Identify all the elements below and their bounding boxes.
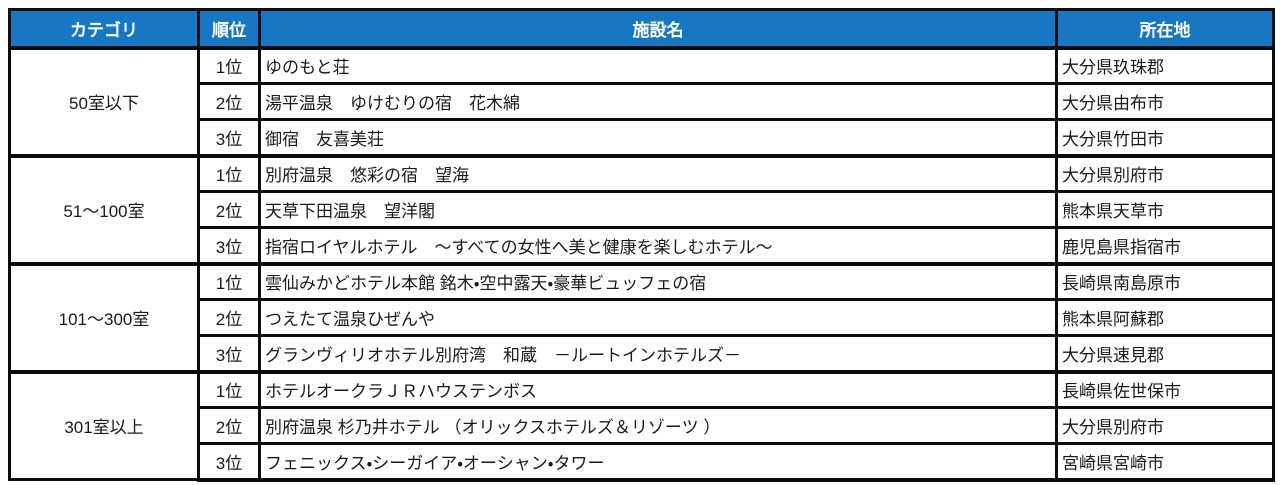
- header-category: カテゴリ: [8, 8, 200, 49]
- location-cell: 鹿児島県指宿市: [1055, 226, 1275, 265]
- facility-cell: 別府温泉 悠彩の宿 望海: [258, 153, 1058, 193]
- rank-cell: 1位: [197, 45, 261, 85]
- facility-cell: 天草下田温泉 望洋閣: [258, 190, 1058, 229]
- category-cell: 50室以下: [8, 45, 200, 157]
- location-cell: 大分県竹田市: [1055, 118, 1275, 157]
- facility-cell: グランヴィリオホテル別府湾 和蔵 －ルートインホテルズ－: [258, 334, 1058, 373]
- facility-cell: つえたて温泉ひぜんや: [258, 298, 1058, 337]
- header-rank: 順位: [197, 8, 261, 49]
- rank-cell: 2位: [197, 406, 261, 445]
- rank-cell: 1位: [197, 153, 261, 193]
- facility-cell: 御宿 友喜美荘: [258, 118, 1058, 157]
- location-cell: 熊本県阿蘇郡: [1055, 298, 1275, 337]
- location-cell: 大分県別府市: [1055, 153, 1275, 193]
- rank-cell: 2位: [197, 298, 261, 337]
- table-row: 2位 つえたて温泉ひぜんや 熊本県阿蘇郡: [10, 298, 1275, 337]
- location-cell: 宮崎県宮崎市: [1055, 442, 1275, 482]
- header-row: カテゴリ 順位 施設名 所在地: [8, 8, 1275, 49]
- category-cell: 101〜300室: [8, 261, 200, 373]
- facility-cell: 別府温泉 杉乃井ホテル （オリックスホテルズ＆リゾーツ ）: [258, 406, 1058, 445]
- hotel-ranking-table: カテゴリ 順位 施設名 所在地 50室以下 1位 ゆのもと荘 大分県玖珠郡 2位…: [8, 8, 1275, 482]
- header-facility: 施設名: [258, 8, 1058, 49]
- facility-cell: ホテルオークラＪＲハウステンボス: [258, 369, 1058, 409]
- location-cell: 長崎県南島原市: [1055, 261, 1275, 301]
- rank-cell: 3位: [197, 226, 261, 265]
- table-row: 3位 グランヴィリオホテル別府湾 和蔵 －ルートインホテルズ－ 大分県速見郡: [10, 334, 1275, 373]
- table-row: 50室以下 1位 ゆのもと荘 大分県玖珠郡: [8, 45, 1275, 157]
- location-cell: 熊本県天草市: [1055, 190, 1275, 229]
- rank-cell: 1位: [197, 369, 261, 409]
- category-cell: 301室以上: [8, 369, 200, 481]
- table-row: 2位 別府温泉 杉乃井ホテル （オリックスホテルズ＆リゾーツ ） 大分県別府市: [10, 406, 1275, 445]
- rank-cell: 3位: [197, 118, 261, 157]
- rank-cell: 3位: [197, 442, 261, 482]
- table-row: 3位 フェニックス・シーガイア・オーシャン・タワー 宮崎県宮崎市: [10, 442, 1275, 482]
- table-row: 51〜100室 1位 別府温泉 悠彩の宿 望海 大分県別府市: [8, 153, 1275, 265]
- rank-cell: 3位: [197, 334, 261, 373]
- facility-cell: 指宿ロイヤルホテル ～すべての女性へ美と健康を楽しむホテル～: [258, 226, 1058, 265]
- table-row: 3位 指宿ロイヤルホテル ～すべての女性へ美と健康を楽しむホテル～ 鹿児島県指宿…: [10, 226, 1275, 265]
- table-row: 101〜300室 1位 雲仙みかどホテル本館 銘木・空中露天・豪華ビュッフェの宿…: [8, 261, 1275, 373]
- table-row: 3位 御宿 友喜美荘 大分県竹田市: [10, 118, 1275, 157]
- facility-cell: 湯平温泉 ゆけむりの宿 花木綿: [258, 82, 1058, 121]
- rank-cell: 2位: [197, 190, 261, 229]
- location-cell: 長崎県佐世保市: [1055, 369, 1275, 409]
- location-cell: 大分県玖珠郡: [1055, 45, 1275, 85]
- location-cell: 大分県速見郡: [1055, 334, 1275, 373]
- header-location: 所在地: [1055, 8, 1275, 49]
- category-cell: 51〜100室: [8, 153, 200, 265]
- location-cell: 大分県別府市: [1055, 406, 1275, 445]
- location-cell: 大分県由布市: [1055, 82, 1275, 121]
- table-row: 2位 湯平温泉 ゆけむりの宿 花木綿 大分県由布市: [10, 82, 1275, 121]
- facility-cell: ゆのもと荘: [258, 45, 1058, 85]
- rank-cell: 2位: [197, 82, 261, 121]
- rank-cell: 1位: [197, 261, 261, 301]
- table-row: 301室以上 1位 ホテルオークラＪＲハウステンボス 長崎県佐世保市: [8, 369, 1275, 481]
- table-row: 2位 天草下田温泉 望洋閣 熊本県天草市: [10, 190, 1275, 229]
- facility-cell: 雲仙みかどホテル本館 銘木・空中露天・豪華ビュッフェの宿: [258, 261, 1058, 301]
- facility-cell: フェニックス・シーガイア・オーシャン・タワー: [258, 442, 1058, 482]
